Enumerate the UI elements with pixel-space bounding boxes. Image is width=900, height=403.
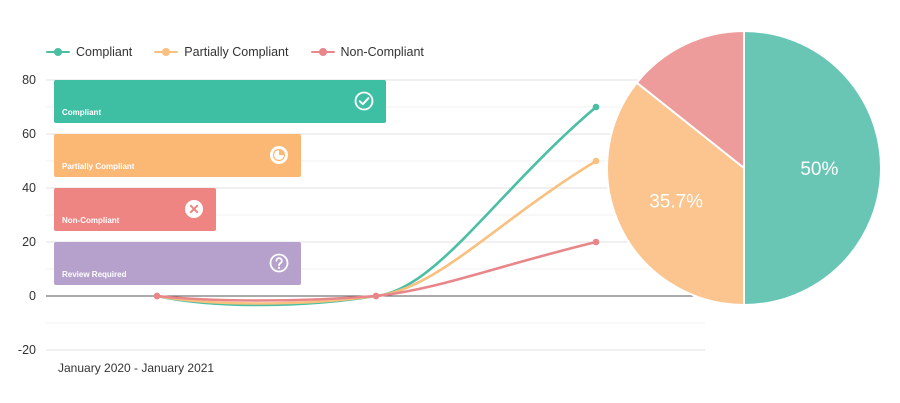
y-tick-label: 80 bbox=[22, 73, 36, 87]
card-label: Partially Compliant bbox=[62, 162, 135, 171]
y-tick-label: -20 bbox=[18, 343, 36, 357]
line-series bbox=[153, 103, 600, 307]
card-label: Non-Compliant bbox=[62, 216, 120, 225]
legend-label: Compliant bbox=[76, 45, 133, 59]
card-label: Review Required bbox=[62, 270, 127, 279]
legend-item-non-compliant[interactable]: Non-Compliant bbox=[310, 45, 424, 59]
date-range-label: January 2020 - January 2021 bbox=[58, 361, 215, 375]
check-circle-icon bbox=[354, 91, 374, 111]
data-point bbox=[592, 157, 600, 165]
legend-item-partially-compliant[interactable]: Partially Compliant bbox=[154, 45, 289, 59]
y-tick-label: 40 bbox=[22, 181, 36, 195]
card-review-required[interactable]: Review Required bbox=[54, 242, 301, 285]
pie-icon bbox=[270, 146, 288, 164]
data-point bbox=[372, 292, 380, 300]
pie-data-label: 50% bbox=[800, 159, 838, 180]
y-tick-label: 20 bbox=[22, 235, 36, 249]
pie-slice-non-compliant bbox=[635, 29, 745, 171]
data-point bbox=[592, 238, 600, 246]
data-point bbox=[153, 292, 161, 300]
pie-chart: 50% 35.7% bbox=[606, 29, 882, 307]
legend-swatch-partially-compliant bbox=[154, 48, 179, 56]
legend: Compliant Partially Compliant Non-Compli… bbox=[46, 45, 424, 59]
pie-data-label: 35.7% bbox=[649, 192, 703, 213]
legend-label: Partially Compliant bbox=[184, 45, 289, 59]
legend-item-compliant[interactable]: Compliant bbox=[46, 45, 132, 59]
legend-label: Non-Compliant bbox=[340, 45, 424, 59]
question-circle-icon bbox=[269, 253, 289, 273]
x-circle-icon bbox=[185, 200, 203, 218]
card-compliant[interactable]: Compliant bbox=[54, 80, 386, 123]
legend-swatch-non-compliant bbox=[310, 48, 335, 56]
legend-swatch-compliant bbox=[46, 48, 70, 56]
card-label: Compliant bbox=[62, 108, 102, 117]
y-tick-label: 0 bbox=[29, 289, 36, 303]
card-non-compliant[interactable]: Non-Compliant bbox=[54, 188, 216, 231]
y-tick-label: 60 bbox=[22, 127, 36, 141]
data-point bbox=[592, 103, 600, 111]
pie-slice-partially-compliant bbox=[606, 81, 745, 307]
y-axis: -20 0 20 40 60 80 bbox=[18, 73, 36, 357]
pie-slice-compliant bbox=[743, 29, 882, 307]
card-partially-compliant[interactable]: Partially Compliant bbox=[54, 134, 301, 177]
